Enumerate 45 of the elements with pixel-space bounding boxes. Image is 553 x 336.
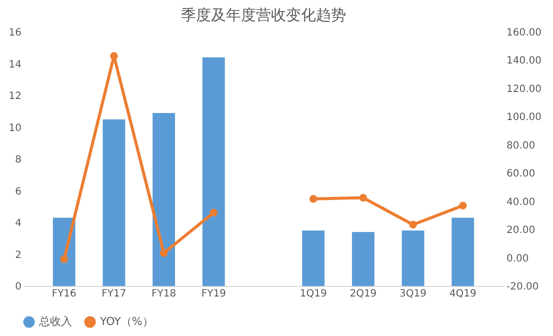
y2-tick-label: 80.00 bbox=[506, 140, 536, 152]
x-tick-label: 4Q19 bbox=[449, 288, 476, 300]
bar bbox=[152, 112, 176, 286]
point bbox=[160, 249, 168, 257]
y2-tick-label: 40.00 bbox=[506, 196, 536, 208]
y-tick-label: 16 bbox=[8, 28, 22, 38]
y-tick-label: 14 bbox=[8, 59, 22, 70]
x-tick-label: FY16 bbox=[52, 288, 76, 300]
y2-tick-label: 60.00 bbox=[506, 168, 536, 180]
bar bbox=[202, 57, 225, 286]
bar bbox=[402, 230, 424, 286]
y2-tick-label: 0.00 bbox=[506, 253, 529, 264]
y-tick-label: 12 bbox=[8, 91, 22, 102]
y2-tick-label: -20.00 bbox=[506, 282, 539, 292]
y-tick-label: 2 bbox=[15, 250, 22, 261]
point bbox=[459, 202, 467, 210]
y-tick-label: 6 bbox=[15, 186, 22, 198]
y2-tick-label: 20.00 bbox=[506, 225, 536, 236]
y2-tick-label: 100.00 bbox=[506, 112, 542, 124]
y-tick-label: 8 bbox=[15, 154, 22, 166]
y-tick-label: 4 bbox=[15, 218, 22, 229]
y2-tick-label: 140.00 bbox=[506, 56, 542, 67]
point bbox=[110, 52, 118, 60]
x-tick-label: 1Q19 bbox=[300, 288, 327, 300]
point bbox=[359, 194, 368, 202]
bar bbox=[102, 119, 126, 286]
point bbox=[60, 255, 68, 264]
x-tick-label: 3Q19 bbox=[400, 288, 427, 300]
y-tick-label: 0 bbox=[15, 282, 22, 292]
point bbox=[309, 195, 318, 203]
x-tick-label: FY18 bbox=[152, 288, 176, 300]
y2-tick-label: 120.00 bbox=[506, 84, 542, 95]
bar bbox=[352, 232, 374, 286]
chart-title: 季度及年度营收变化趋势 bbox=[181, 6, 346, 24]
x-tick-label: FY17 bbox=[102, 288, 126, 300]
bar bbox=[302, 230, 325, 286]
bar bbox=[452, 218, 474, 286]
x-tick-label: 2Q19 bbox=[350, 288, 377, 300]
point bbox=[210, 208, 218, 216]
y2-tick-label: 160.00 bbox=[506, 28, 542, 38]
legend-label: YOY（%） bbox=[99, 315, 154, 328]
point bbox=[409, 220, 417, 228]
legend-label: 总收入 bbox=[38, 315, 72, 328]
x-tick-label: FY19 bbox=[201, 288, 226, 300]
y-tick-label: 10 bbox=[8, 122, 22, 134]
